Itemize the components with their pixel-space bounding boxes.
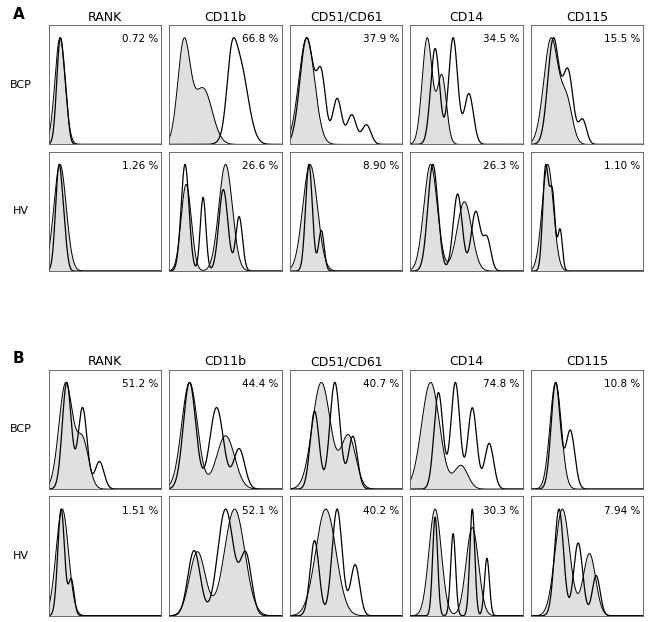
Y-axis label: HV: HV — [13, 207, 29, 216]
Text: 26.6 %: 26.6 % — [242, 161, 279, 171]
Text: B: B — [13, 351, 25, 366]
Text: 0.72 %: 0.72 % — [122, 34, 158, 44]
Title: CD14: CD14 — [450, 11, 484, 24]
Text: 7.94 %: 7.94 % — [604, 506, 640, 516]
Title: RANK: RANK — [88, 11, 122, 24]
Title: RANK: RANK — [88, 355, 122, 368]
Title: CD115: CD115 — [566, 355, 608, 368]
Title: CD115: CD115 — [566, 11, 608, 24]
Text: 66.8 %: 66.8 % — [242, 34, 279, 44]
Text: 40.7 %: 40.7 % — [363, 379, 399, 389]
Title: CD11b: CD11b — [205, 11, 246, 24]
Text: 52.1 %: 52.1 % — [242, 506, 279, 516]
Title: CD51/CD61: CD51/CD61 — [310, 11, 382, 24]
Text: 26.3 %: 26.3 % — [483, 161, 519, 171]
Text: 74.8 %: 74.8 % — [483, 379, 519, 389]
Title: CD51/CD61: CD51/CD61 — [310, 355, 382, 368]
Y-axis label: BCP: BCP — [10, 424, 32, 434]
Text: 37.9 %: 37.9 % — [363, 34, 399, 44]
Text: 1.51 %: 1.51 % — [122, 506, 158, 516]
Text: 10.8 %: 10.8 % — [604, 379, 640, 389]
Text: 30.3 %: 30.3 % — [484, 506, 519, 516]
Text: 34.5 %: 34.5 % — [483, 34, 519, 44]
Text: 40.2 %: 40.2 % — [363, 506, 399, 516]
Text: 1.10 %: 1.10 % — [604, 161, 640, 171]
Text: 51.2 %: 51.2 % — [122, 379, 158, 389]
Text: 15.5 %: 15.5 % — [604, 34, 640, 44]
Text: A: A — [13, 7, 25, 22]
Title: CD14: CD14 — [450, 355, 484, 368]
Y-axis label: HV: HV — [13, 551, 29, 561]
Text: 44.4 %: 44.4 % — [242, 379, 279, 389]
Text: 1.26 %: 1.26 % — [122, 161, 158, 171]
Title: CD11b: CD11b — [205, 355, 246, 368]
Text: 8.90 %: 8.90 % — [363, 161, 399, 171]
Y-axis label: BCP: BCP — [10, 80, 32, 90]
